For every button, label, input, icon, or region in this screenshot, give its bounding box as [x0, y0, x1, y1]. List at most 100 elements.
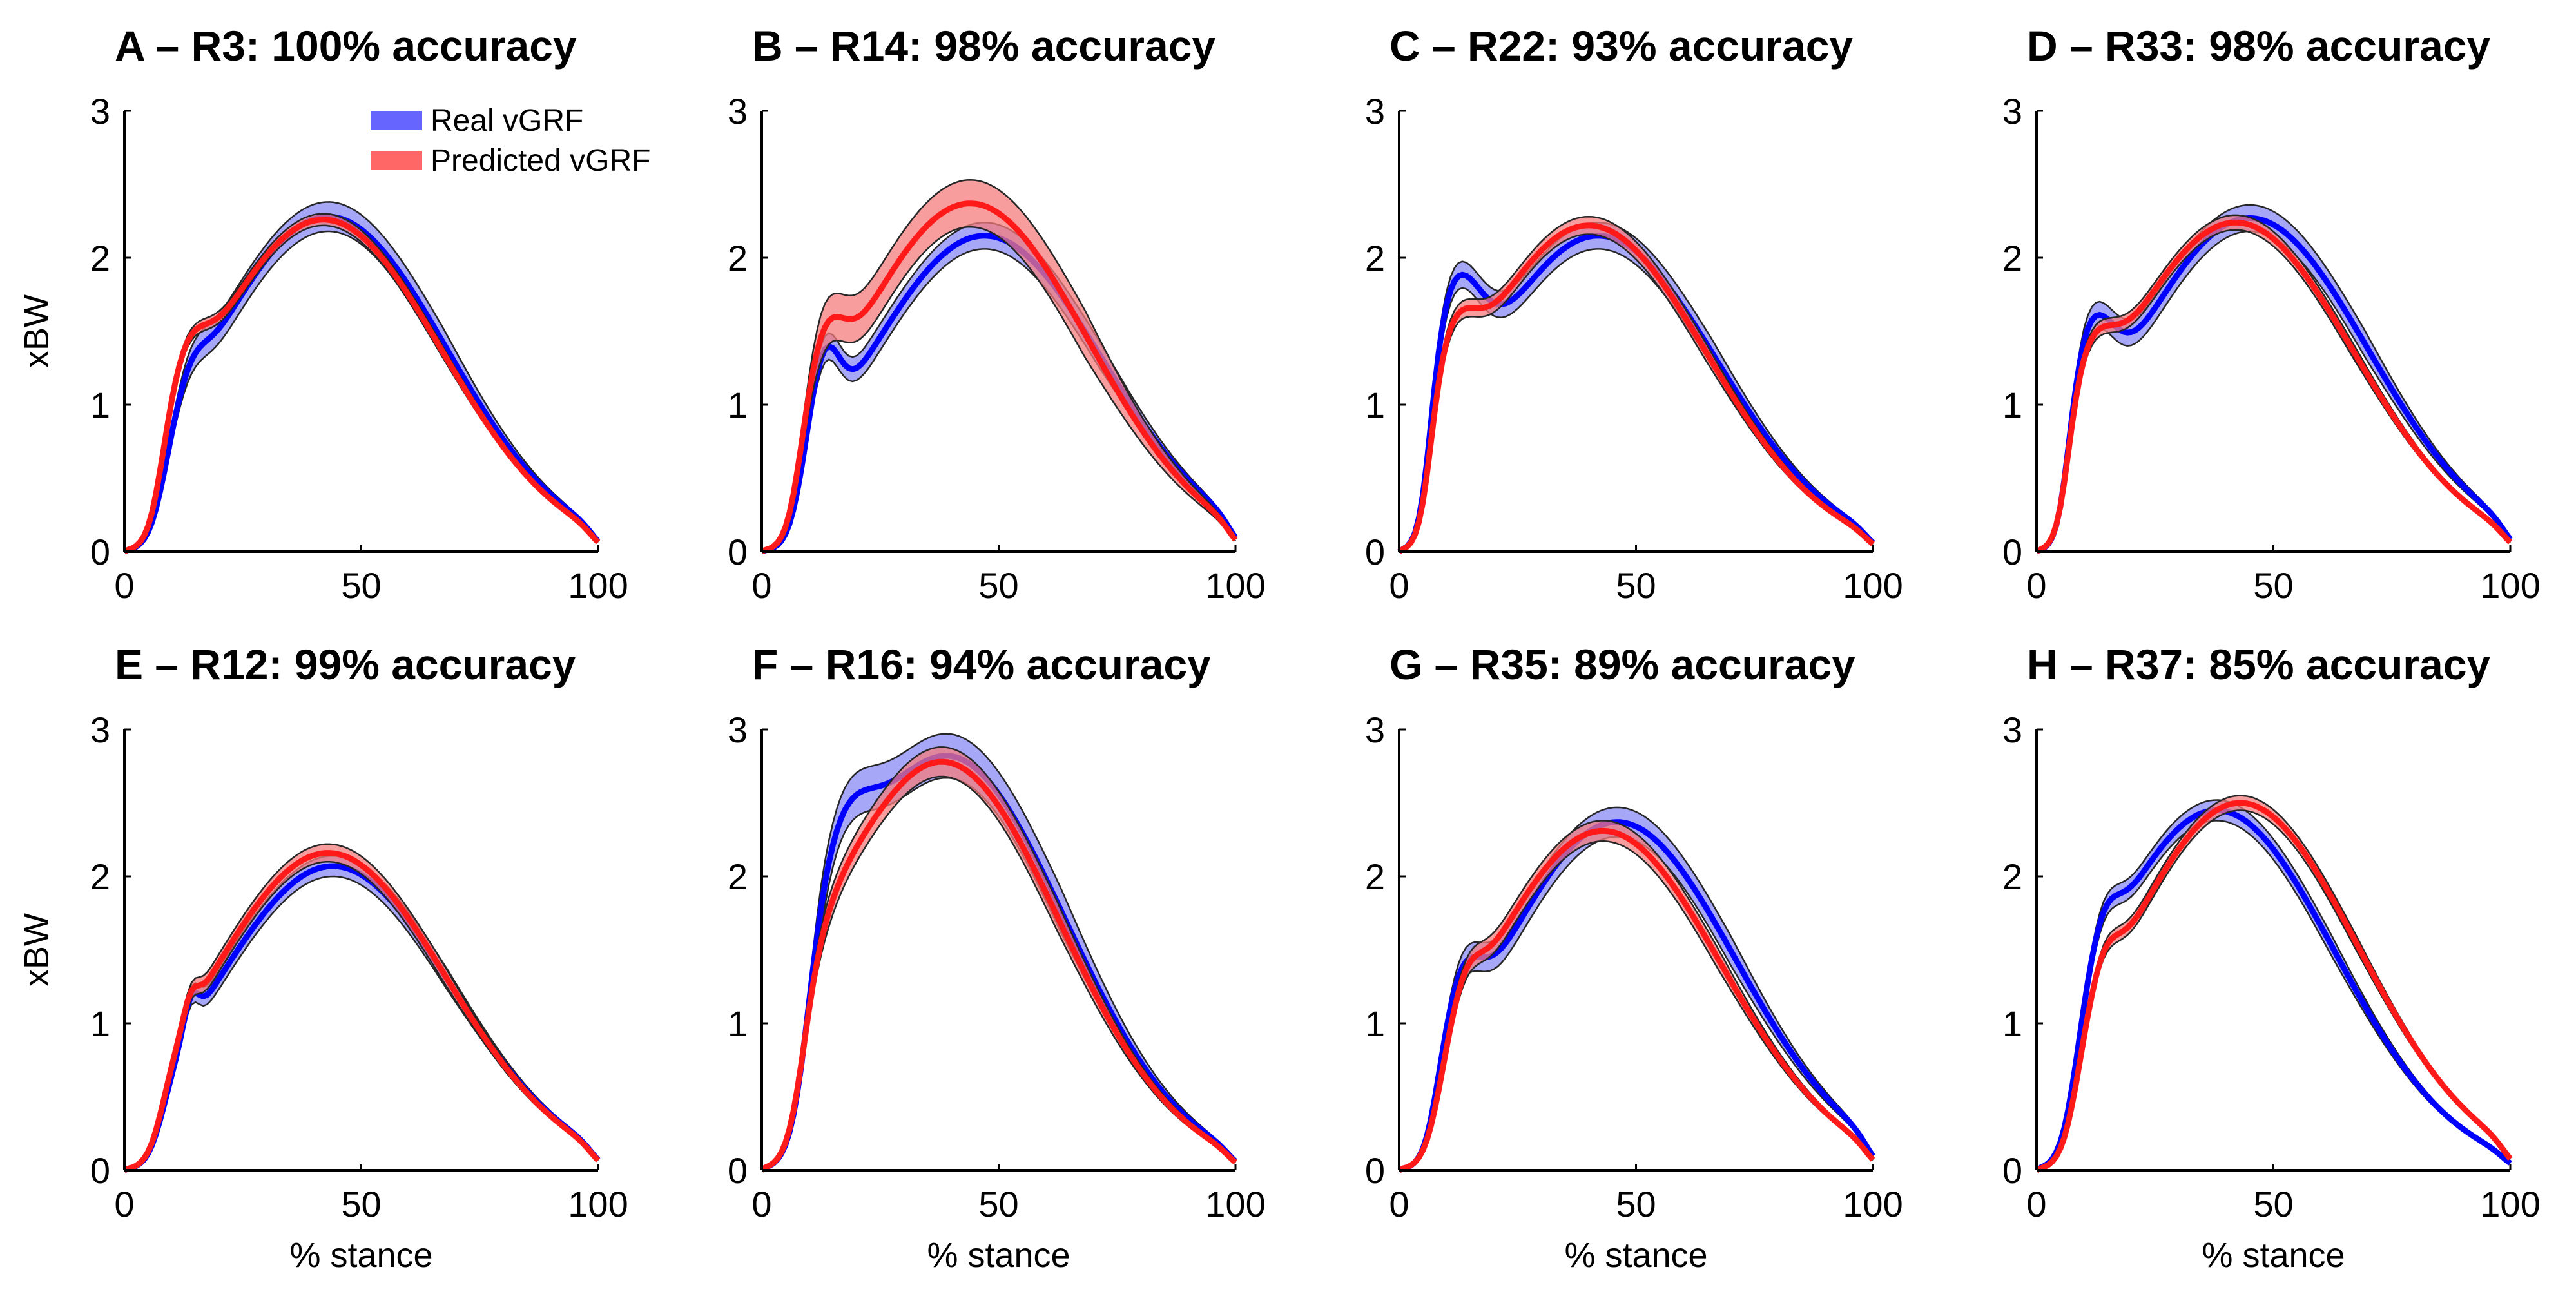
- y-tick-label: 3: [2002, 91, 2022, 131]
- series-line-predicted: [2035, 800, 2513, 1173]
- band-edge-upper: [2036, 204, 2512, 553]
- band-predicted: [762, 180, 1235, 552]
- band-predicted: [1399, 820, 1873, 1170]
- panel-title: E – R12: 99% accuracy: [115, 641, 576, 688]
- x-tick-label: 0: [2026, 1184, 2046, 1224]
- band-edge-upper: [761, 179, 1237, 553]
- series-line-real: [123, 213, 601, 555]
- band-edge-upper: [2036, 214, 2511, 553]
- panel-title: A – R3: 100% accuracy: [115, 22, 577, 70]
- y-tick-label: 1: [90, 1003, 110, 1044]
- y-axis-label: xBW: [17, 913, 56, 987]
- x-tick-label: 0: [114, 565, 134, 606]
- x-tick-label: 100: [2480, 1184, 2540, 1224]
- y-tick-label: 0: [2002, 532, 2022, 572]
- x-tick-label: 100: [1843, 1184, 1903, 1224]
- series-line-real: [123, 863, 601, 1173]
- series-line-real: [1398, 819, 1875, 1173]
- panel-7: G – R35: 89% accuracy 0 1 2 3 0 50 100 % stance: [1365, 641, 1903, 1275]
- y-tick-label: 3: [1365, 91, 1385, 131]
- legend-swatch-predicted: [371, 151, 422, 170]
- panel-title: C – R22: 93% accuracy: [1390, 22, 1853, 70]
- y-tick-label: 0: [90, 532, 110, 572]
- band-edge-upper: [124, 201, 599, 553]
- band-edge-lower: [2036, 820, 2511, 1172]
- y-tick-label: 3: [728, 709, 748, 750]
- y-tick-label: 0: [1365, 532, 1385, 572]
- band-edge-upper: [124, 854, 599, 1172]
- panel-title: F – R16: 94% accuracy: [752, 641, 1211, 688]
- y-tick-label: 0: [728, 532, 748, 572]
- band-edge-lower: [124, 230, 599, 553]
- panel-5: E – R12: 99% accuracy 0 1 2 3 0 50 100 xBW % stan…: [17, 641, 628, 1275]
- band-predicted: [124, 844, 598, 1170]
- series-line-real: [2035, 807, 2512, 1173]
- series-line-predicted: [1397, 222, 1875, 554]
- x-tick-label: 0: [751, 1184, 771, 1224]
- band-edge-upper: [124, 843, 599, 1172]
- x-axis-label: % stance: [1564, 1236, 1707, 1275]
- series-line-predicted: [760, 758, 1237, 1173]
- y-tick-label: 3: [728, 91, 748, 131]
- band-edge-lower: [2036, 230, 2511, 553]
- y-tick-label: 2: [90, 238, 110, 278]
- band-edge-upper: [1399, 806, 1874, 1172]
- x-tick-label: 50: [341, 565, 381, 606]
- band-edge-upper: [761, 733, 1236, 1171]
- series-line-real: [760, 233, 1238, 555]
- series-line-predicted: [760, 200, 1238, 555]
- band-edge-upper: [1399, 222, 1874, 553]
- x-tick-label: 100: [1843, 565, 1903, 606]
- y-tick-label: 1: [728, 385, 748, 425]
- y-axis-label: xBW: [17, 294, 56, 368]
- series-line-predicted: [122, 217, 601, 555]
- band-edge-lower: [1399, 836, 1874, 1172]
- band-real: [2037, 800, 2510, 1170]
- panel-title: G – R35: 89% accuracy: [1390, 641, 1855, 688]
- y-tick-label: 2: [1365, 238, 1385, 278]
- band-real: [1399, 222, 1873, 552]
- panel-title: B – R14: 98% accuracy: [752, 22, 1215, 70]
- legend-label-real: Real vGRF: [431, 104, 583, 138]
- x-axis-label: % stance: [2202, 1236, 2345, 1275]
- panel-4: D – R33: 98% accuracy 0 1 2 3 0 50 100: [2002, 22, 2541, 606]
- y-tick-label: 3: [2002, 709, 2022, 750]
- band-edge-lower: [2036, 809, 2511, 1172]
- band-edge-lower: [124, 860, 599, 1172]
- x-tick-label: 100: [2480, 565, 2540, 606]
- legend: Real vGRF Predicted vGRF: [371, 104, 650, 178]
- x-tick-label: 100: [568, 565, 628, 606]
- legend-label-predicted: Predicted vGRF: [431, 144, 650, 178]
- y-tick-label: 0: [90, 1150, 110, 1191]
- x-tick-label: 50: [978, 565, 1018, 606]
- x-tick-label: 50: [341, 1184, 381, 1224]
- x-tick-label: 0: [1389, 1184, 1409, 1224]
- series-line-predicted: [1398, 827, 1875, 1173]
- y-tick-label: 0: [2002, 1150, 2022, 1191]
- y-tick-label: 0: [728, 1150, 748, 1191]
- band-edge-lower: [1399, 248, 1874, 553]
- x-tick-label: 50: [2253, 1184, 2293, 1224]
- band-predicted: [2037, 215, 2510, 552]
- band-edge-lower: [761, 775, 1236, 1172]
- x-tick-label: 0: [114, 1184, 134, 1224]
- band-edge-lower: [124, 224, 599, 553]
- band-real: [762, 222, 1235, 552]
- y-tick-label: 2: [728, 238, 748, 278]
- series-line-predicted: [123, 850, 601, 1173]
- panel-3: C – R22: 93% accuracy 0 1 2 3 0 50 100: [1365, 22, 1903, 606]
- panel-title: H – R37: 85% accuracy: [2027, 641, 2490, 688]
- x-tick-label: 50: [1616, 1184, 1656, 1224]
- y-tick-label: 1: [1365, 1003, 1385, 1044]
- y-tick-label: 3: [90, 91, 110, 131]
- panel-8: H – R37: 85% accuracy 0 1 2 3 0 50 100 % stance: [2002, 641, 2541, 1275]
- band-predicted: [124, 213, 598, 552]
- x-axis-label: % stance: [927, 1236, 1070, 1275]
- band-edge-lower: [2036, 229, 2511, 553]
- y-tick-label: 2: [90, 856, 110, 897]
- series-line-predicted: [2035, 219, 2513, 554]
- y-tick-label: 2: [2002, 238, 2022, 278]
- band-edge-upper: [761, 222, 1237, 553]
- y-tick-label: 1: [2002, 385, 2022, 425]
- y-tick-label: 1: [1365, 385, 1385, 425]
